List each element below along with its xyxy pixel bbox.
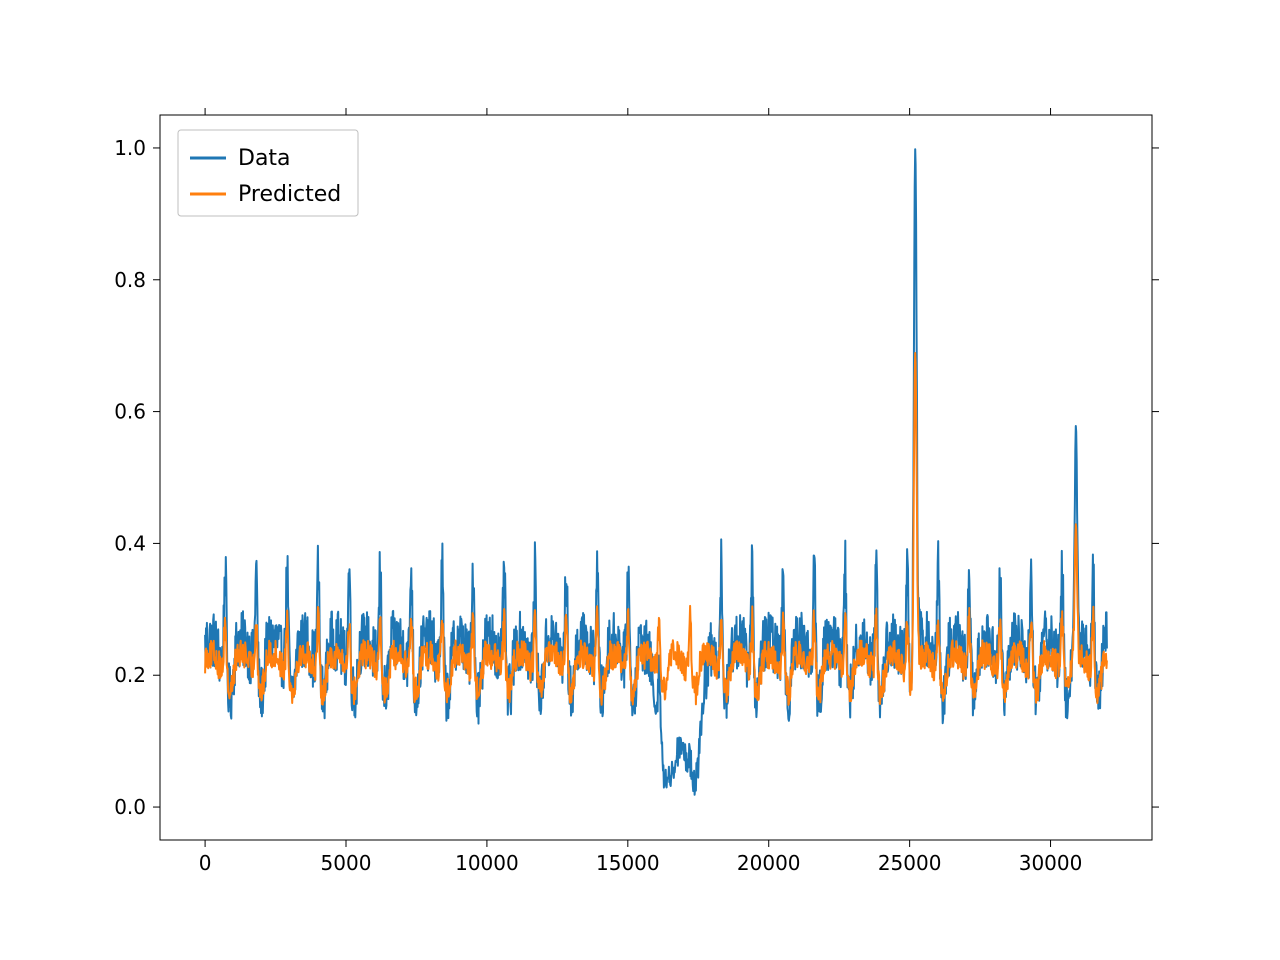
- y-tick-label: 0.4: [114, 531, 146, 555]
- y-tick-label: 0.2: [114, 663, 146, 687]
- plot-border: [160, 115, 1152, 840]
- x-tick-label: 25000: [878, 851, 942, 875]
- y-tick-label: 0.6: [114, 400, 146, 424]
- x-tick-label: 15000: [596, 851, 660, 875]
- x-tick-label: 0: [199, 851, 212, 875]
- legend-label: Data: [238, 146, 291, 171]
- line-chart: 0 5000 10000 15000 20000 25000 30000 0.0 0.2 0.4…: [0, 0, 1280, 960]
- y-tick-label: 1.0: [114, 136, 146, 160]
- x-tick-label: 5000: [321, 851, 372, 875]
- x-tick-label: 30000: [1019, 851, 1083, 875]
- y-axis-ticks: 0.0 0.2 0.4 0.6 0.8 1.0: [114, 136, 1159, 819]
- x-axis-ticks: 0 5000 10000 15000 20000 25000 30000: [199, 108, 1083, 875]
- x-tick-label: 20000: [737, 851, 801, 875]
- legend: Data Predicted: [178, 130, 358, 216]
- series-predicted: [205, 353, 1107, 705]
- chart-container: 0 5000 10000 15000 20000 25000 30000 0.0 0.2 0.4…: [0, 0, 1280, 960]
- y-tick-label: 0.0: [114, 795, 146, 819]
- y-tick-label: 0.8: [114, 268, 146, 292]
- series-data: [205, 149, 1107, 795]
- series-group: [205, 149, 1107, 795]
- legend-label: Predicted: [238, 182, 341, 207]
- x-tick-label: 10000: [455, 851, 519, 875]
